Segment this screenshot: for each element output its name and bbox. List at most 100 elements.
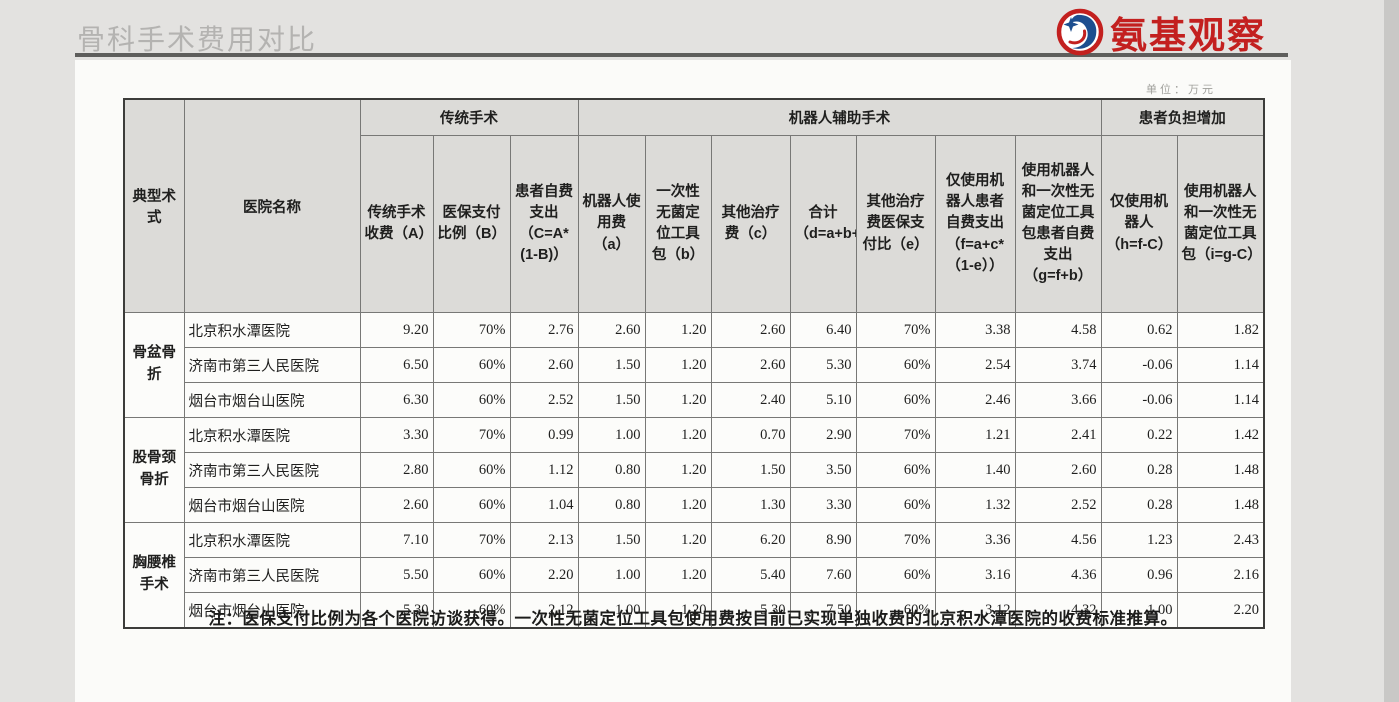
value-cell: 4.58 [1014,312,1102,348]
brand-swirl-icon [1056,8,1104,56]
value-cell: 2.90 [789,417,857,453]
value-cell: 1.20 [644,417,712,453]
value-cell: 1.21 [934,417,1016,453]
value-cell: 7.50 [789,592,857,629]
value-cell: 3.74 [1014,347,1102,383]
column-header-4: 一次性无菌定位工具包（b） [644,135,712,313]
value-cell: 1.00 [1100,592,1178,629]
value-cell: 1.20 [644,592,712,629]
value-cell: 2.76 [509,312,579,348]
value-cell: 3.16 [934,557,1016,593]
table-row: 烟台市烟台山医院 2.60 60% 1.04 0.80 1.20 1.30 3.30 60% 1.… [124,487,1265,523]
value-cell: 1.20 [644,347,712,383]
value-cell: 2.52 [1014,487,1102,523]
column-header-1: 医保支付比例（B） [432,135,511,313]
procedure-cell: 胸腰椎手术 [123,522,185,629]
value-cell: 4.56 [1014,522,1102,558]
value-cell: 2.60 [710,347,791,383]
value-cell: 6.50 [359,347,434,383]
value-cell: 1.20 [644,557,712,593]
value-cell: 60% [855,347,936,383]
value-cell: 6.40 [789,312,857,348]
value-cell: 1.00 [577,557,646,593]
group-header-row: 典型术式 医院名称 传统手术 机器人辅助手术 患者负担增加 [123,98,1265,313]
value-cell: 70% [432,312,511,348]
value-cell: 3.30 [789,487,857,523]
value-cell: 0.22 [1100,417,1178,453]
column-header-9: 使用机器人和一次性无菌定位工具包患者自费支出（g=f+b） [1014,135,1102,313]
hospital-cell: 烟台市烟台山医院 [183,592,361,629]
value-cell: 60% [855,487,936,523]
value-cell: 1.50 [577,347,646,383]
value-cell: 2.43 [1176,522,1265,558]
value-cell: 1.48 [1176,452,1265,488]
value-cell: 0.28 [1100,452,1178,488]
value-cell: 2.40 [710,382,791,418]
value-cell: 0.96 [1100,557,1178,593]
value-cell: 5.40 [710,557,791,593]
table-row: 骨盆骨折 北京积水潭医院 9.20 70% 2.76 2.60 1.20 2.60 6.40 70… [123,312,1265,418]
value-cell: 1.00 [577,417,646,453]
value-cell: 2.60 [1014,452,1102,488]
column-header-row: 传统手术收费（A） 医保支付比例（B） 患者自费支出（C=A*(1-B)） 机器人使用… [124,135,1265,313]
value-cell: 60% [855,592,936,629]
value-cell: 0.62 [1100,312,1178,348]
value-cell: 1.20 [644,522,712,558]
hospital-cell: 烟台市烟台山医院 [183,382,361,418]
table-row: 股骨颈骨折 北京积水潭医院 3.30 70% 0.99 1.00 1.20 0.70 2.90 7… [123,417,1265,523]
value-cell: 1.50 [710,452,791,488]
value-cell: 2.46 [934,382,1016,418]
column-header-2: 患者自费支出（C=A*(1-B)） [509,135,579,313]
hospital-cell: 济南市第三人民医院 [183,347,361,383]
value-cell: 1.50 [577,382,646,418]
value-cell: 4.32 [1014,592,1102,629]
value-cell: -0.06 [1100,347,1178,383]
procedure-cell: 股骨颈骨折 [123,417,185,523]
table-row: 济南市第三人民医院 6.50 60% 2.60 1.50 1.20 2.60 5.30 60% 2… [124,347,1265,383]
value-cell: 1.20 [644,487,712,523]
group-header-1: 机器人辅助手术 [577,98,1102,136]
table-row: 胸腰椎手术 北京积水潭医院 7.10 70% 2.13 1.50 1.20 6.20 8.90 7… [123,522,1265,629]
column-header-8: 仅使用机器人患者自费支出（f=a+c*（1-e）） [934,135,1016,313]
value-cell: 9.20 [359,312,434,348]
column-header-7: 其他治疗费医保支付比（e） [855,135,936,313]
title-underline [75,53,1288,57]
value-cell: 0.28 [1100,487,1178,523]
cost-table: 典型术式 医院名称 传统手术 机器人辅助手术 患者负担增加 传统手术收费（A） 医保支付比… [123,98,1266,629]
group-header-0: 传统手术 [359,98,579,136]
corner-header-0: 典型术式 [123,98,185,313]
page-title: 骨科手术费用对比 [77,24,318,55]
value-cell: 1.12 [509,452,579,488]
value-cell: 60% [432,557,511,593]
value-cell: 1.00 [577,592,646,629]
value-cell: 60% [432,382,511,418]
value-cell: 60% [855,382,936,418]
value-cell: 5.50 [359,557,434,593]
table-row: 济南市第三人民医院 2.80 60% 1.12 0.80 1.20 1.50 3.50 60% 1… [124,452,1265,488]
hospital-cell: 北京积水潭医院 [183,417,361,453]
value-cell: 70% [855,522,936,558]
column-header-6: 合计（d=a+b+c） [789,135,857,313]
value-cell: 2.52 [509,382,579,418]
value-cell: 2.13 [509,522,579,558]
value-cell: 2.20 [1176,592,1265,629]
value-cell: 2.41 [1014,417,1102,453]
value-cell: 1.32 [934,487,1016,523]
value-cell: 1.40 [934,452,1016,488]
value-cell: 60% [432,487,511,523]
column-header-0: 传统手术收费（A） [359,135,434,313]
value-cell: 3.30 [359,417,434,453]
value-cell: 1.04 [509,487,579,523]
value-cell: 1.20 [644,312,712,348]
value-cell: 1.20 [644,452,712,488]
value-cell: 60% [855,557,936,593]
value-cell: 2.60 [710,312,791,348]
value-cell: 6.20 [710,522,791,558]
column-header-10: 仅使用机器人（h=f-C） [1100,135,1178,313]
column-header-5: 其他治疗费（c） [710,135,791,313]
value-cell: 0.70 [710,417,791,453]
value-cell: 5.30 [710,592,791,629]
value-cell: 70% [855,417,936,453]
value-cell: 5.10 [789,382,857,418]
table-body: 骨盆骨折 北京积水潭医院 9.20 70% 2.76 2.60 1.20 2.60 6.40 70… [123,312,1265,629]
